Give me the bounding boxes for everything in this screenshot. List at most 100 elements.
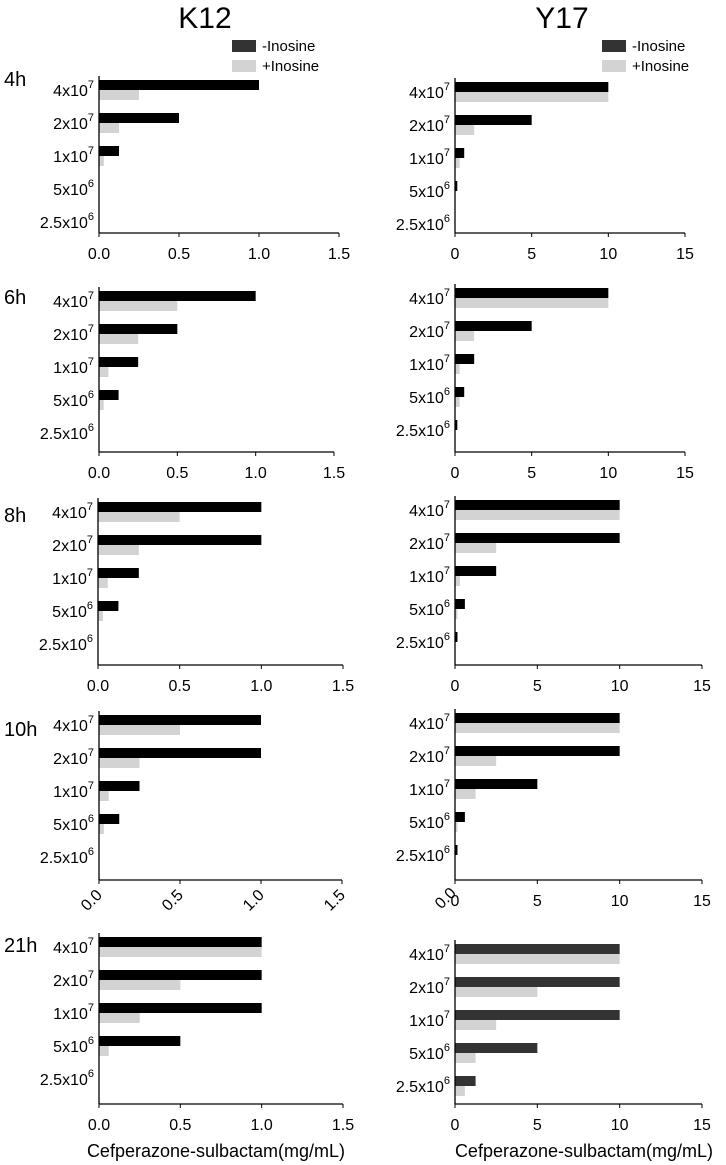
category-label: 2.5x106 bbox=[396, 213, 450, 234]
category-label: 1x107 bbox=[409, 778, 450, 799]
x-tick-label: 5 bbox=[527, 465, 536, 482]
bar-minus-inosine bbox=[99, 1036, 181, 1046]
legend-swatch-plus bbox=[602, 60, 626, 72]
x-tick-label: 0.5 bbox=[169, 678, 191, 695]
category-label: 5x106 bbox=[409, 1042, 450, 1063]
category-label: 5x106 bbox=[409, 598, 450, 619]
bar-plus-inosine bbox=[455, 364, 460, 374]
category-label: 2.5x106 bbox=[39, 633, 93, 654]
bar-minus-inosine bbox=[99, 970, 262, 980]
bar-minus-inosine bbox=[455, 387, 465, 397]
bar-minus-inosine bbox=[99, 113, 179, 123]
bar-plus-inosine bbox=[455, 987, 538, 997]
x-tick-label: 1.5 bbox=[332, 678, 354, 695]
category-label: 4x107 bbox=[409, 712, 450, 733]
bar-plus-inosine bbox=[455, 1020, 497, 1030]
category-label: 5x106 bbox=[53, 1035, 94, 1056]
column-title-k12: K12 bbox=[178, 2, 231, 35]
bar-plus-inosine bbox=[99, 90, 139, 100]
x-tick-label: 0.5 bbox=[169, 1117, 191, 1134]
category-label: 5x106 bbox=[53, 813, 94, 834]
legend-label-minus: -Inosine bbox=[632, 38, 685, 55]
x-tick-label: 0.0 bbox=[78, 887, 106, 915]
x-tick-label: 0 bbox=[451, 246, 460, 263]
x-tick-label: 10 bbox=[611, 893, 629, 910]
category-label: 5x106 bbox=[409, 386, 450, 407]
legend-label-plus: +Inosine bbox=[262, 58, 319, 75]
x-axis-title-y17: Cefperazone-sulbactam(mg/mL) bbox=[455, 1141, 713, 1161]
category-label: 2x107 bbox=[409, 114, 450, 135]
category-label: 1x107 bbox=[52, 567, 93, 588]
x-tick-label: 0 bbox=[451, 1117, 460, 1134]
bar-minus-inosine bbox=[455, 1043, 538, 1053]
category-label: 2.5x106 bbox=[396, 1075, 450, 1096]
bar-plus-inosine bbox=[99, 824, 104, 834]
category-label: 4x107 bbox=[53, 290, 94, 311]
row-label-4h: 4h bbox=[4, 69, 26, 91]
category-label: 4x107 bbox=[53, 936, 94, 957]
legend-label-minus: -Inosine bbox=[262, 38, 315, 55]
bar-minus-inosine bbox=[455, 746, 620, 756]
bar-plus-inosine bbox=[455, 954, 620, 964]
bar-plus-inosine bbox=[455, 298, 609, 308]
x-tick-label: 10 bbox=[599, 465, 617, 482]
bar-plus-inosine bbox=[455, 1086, 465, 1096]
bar-minus-inosine bbox=[455, 354, 475, 364]
bar-minus-inosine bbox=[99, 324, 178, 334]
bar-minus-inosine bbox=[455, 1010, 620, 1020]
bar-plus-inosine bbox=[99, 334, 139, 344]
bar-minus-inosine bbox=[455, 500, 620, 510]
bar-plus-inosine bbox=[455, 125, 475, 135]
bar-minus-inosine bbox=[455, 599, 465, 609]
bar-minus-inosine bbox=[98, 568, 139, 578]
bar-plus-inosine bbox=[99, 980, 181, 990]
bar-minus-inosine bbox=[98, 502, 262, 512]
bar-plus-inosine bbox=[455, 756, 497, 766]
category-label: 2x107 bbox=[53, 112, 94, 133]
x-tick-label: 15 bbox=[676, 465, 694, 482]
x-tick-label: 10 bbox=[611, 678, 629, 695]
bar-plus-inosine bbox=[98, 512, 180, 522]
bar-plus-inosine bbox=[455, 822, 458, 832]
category-label: 1x107 bbox=[409, 353, 450, 374]
bar-minus-inosine bbox=[98, 535, 262, 545]
bar-plus-inosine bbox=[99, 367, 109, 377]
category-label: 2x107 bbox=[409, 745, 450, 766]
category-label: 2x107 bbox=[53, 969, 94, 990]
x-tick-label: 15 bbox=[693, 678, 711, 695]
panel-k12-8h: 4x107 2x107 1x107 5x106 2.5x106 0.0 0.5 1.0 1.5 bbox=[39, 498, 354, 695]
bar-minus-inosine bbox=[455, 288, 609, 298]
bar-minus-inosine bbox=[455, 148, 465, 158]
bar-plus-inosine bbox=[455, 789, 476, 799]
category-label: 2.5x106 bbox=[40, 422, 94, 443]
x-tick-label: 0.5 bbox=[166, 465, 188, 482]
category-label: 1x107 bbox=[409, 147, 450, 168]
category-label: 1x107 bbox=[409, 565, 450, 586]
category-label: 4x107 bbox=[409, 943, 450, 964]
bar-plus-inosine bbox=[455, 158, 460, 168]
bar-minus-inosine bbox=[455, 181, 458, 191]
row-label-8h: 8h bbox=[4, 505, 26, 527]
category-label: 2.5x106 bbox=[396, 844, 450, 865]
category-label: 2.5x106 bbox=[40, 1068, 94, 1089]
bar-plus-inosine bbox=[455, 576, 460, 586]
bar-minus-inosine bbox=[455, 566, 497, 576]
legend-swatch-plus bbox=[232, 60, 256, 72]
bar-minus-inosine bbox=[455, 533, 620, 543]
panel-y17-6h: 4x107 2x107 1x107 5x106 2.5x106 0 5 10 15 bbox=[396, 284, 694, 482]
x-tick-label: 1.5 bbox=[321, 887, 349, 915]
bar-plus-inosine bbox=[98, 545, 139, 555]
bar-plus-inosine bbox=[455, 510, 620, 520]
bar-plus-inosine bbox=[455, 397, 460, 407]
bar-minus-inosine bbox=[99, 390, 119, 400]
bar-plus-inosine bbox=[99, 947, 262, 957]
row-label-6h: 6h bbox=[4, 287, 26, 309]
bar-plus-inosine bbox=[99, 725, 180, 735]
x-tick-label: 1.0 bbox=[248, 246, 270, 263]
x-tick-label: 15 bbox=[693, 1117, 711, 1134]
bar-plus-inosine bbox=[455, 331, 475, 341]
bar-minus-inosine bbox=[99, 781, 140, 791]
category-label: 1x107 bbox=[53, 780, 94, 801]
panel-k12-6h: 4x107 2x107 1x107 5x106 2.5x106 0.0 0.5 1.0 1.5 bbox=[40, 287, 345, 482]
